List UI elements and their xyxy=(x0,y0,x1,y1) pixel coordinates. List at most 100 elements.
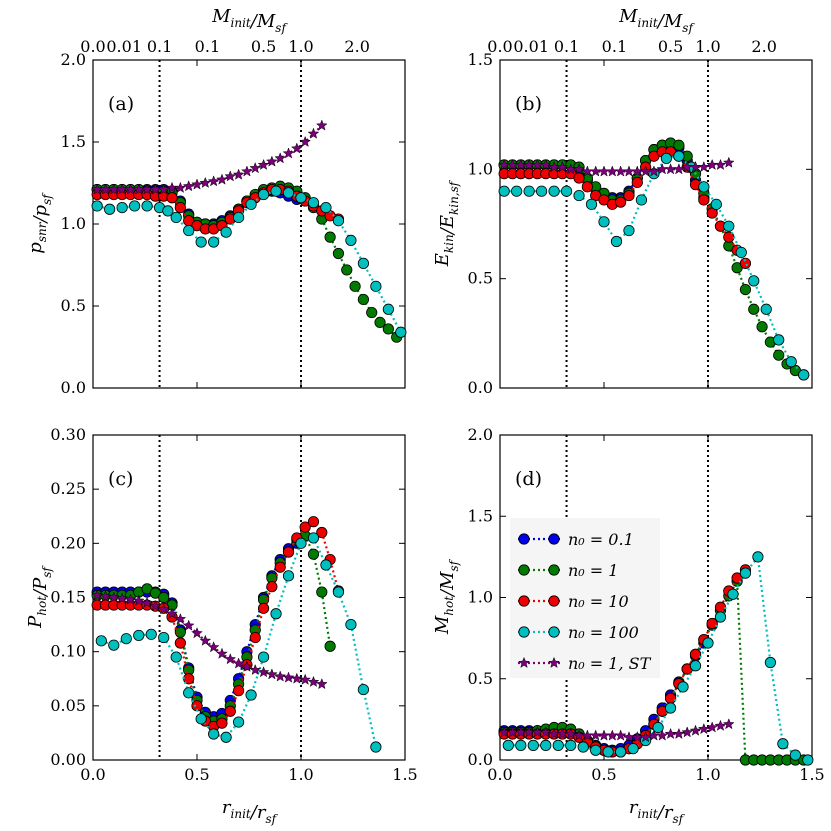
data-point xyxy=(208,729,218,739)
y-tick-label: 0.0 xyxy=(468,378,493,397)
top-axis-label: Minit/Msf xyxy=(211,6,288,35)
panel-c: 0.000.050.100.150.200.250.300.0 0.5 1.0 1.5… xyxy=(25,425,418,826)
data-point xyxy=(121,633,131,643)
figure-canvas: 0.00.51.01.52.00.0 0.01 0.1 0.1 0.5 1.0 2.0Min… xyxy=(0,0,831,831)
legend-label: n₀ = 1 xyxy=(568,561,618,580)
y-tick-label: 0.0 xyxy=(61,378,86,397)
panel-b: 0.00.51.01.50.0 0.01 0.1 0.1 0.5 1.0 2.0Minit/… xyxy=(432,6,812,397)
y-tick-label: 0.20 xyxy=(50,533,86,552)
data-point xyxy=(578,742,588,752)
data-point xyxy=(524,186,534,196)
legend-marker xyxy=(519,596,529,606)
data-point xyxy=(217,718,227,728)
top-tick-label: 0.1 xyxy=(147,37,172,56)
top-tick-label: 0.01 xyxy=(106,37,142,56)
plot-frame xyxy=(93,60,405,388)
data-point xyxy=(736,247,746,257)
legend-marker xyxy=(549,596,559,606)
data-point xyxy=(715,602,725,612)
y-tick-label: 1.5 xyxy=(468,506,493,525)
data-point xyxy=(267,581,277,591)
y-tick-label: 1.0 xyxy=(468,159,493,178)
top-axis-label: Minit/Msf xyxy=(618,6,695,35)
x-tick-label: 0.0 xyxy=(487,765,512,784)
data-point xyxy=(171,652,181,662)
data-point xyxy=(346,235,356,245)
data-point xyxy=(104,204,114,214)
data-point xyxy=(92,201,102,211)
data-point xyxy=(196,714,206,724)
data-point xyxy=(333,248,343,258)
x-axis-label: rinit/rsf xyxy=(629,797,686,826)
data-point xyxy=(786,357,796,367)
y-axis-label: Ekin/Ekin,sf xyxy=(432,179,461,267)
legend-label: n₀ = 100 xyxy=(568,623,639,642)
data-point xyxy=(703,638,713,648)
data-point xyxy=(511,186,521,196)
plot-frame xyxy=(500,60,812,388)
data-point xyxy=(383,324,393,334)
x-tick-label: 1.5 xyxy=(392,765,417,784)
data-point xyxy=(499,186,509,196)
data-point xyxy=(503,740,513,750)
panel-a: 0.00.51.01.52.00.0 0.01 0.1 0.1 0.5 1.0 2.0Min… xyxy=(25,6,406,397)
legend-marker xyxy=(549,534,559,544)
top-tick-label: 1.0 xyxy=(695,37,720,56)
panel-label: (a) xyxy=(108,93,134,115)
x-tick-label: 1.0 xyxy=(695,765,720,784)
x-tick-label: 1.0 xyxy=(288,765,313,784)
data-point xyxy=(790,750,800,760)
data-point xyxy=(171,212,181,222)
data-point xyxy=(258,189,268,199)
y-tick-label: 1.5 xyxy=(61,132,86,151)
data-point xyxy=(665,703,675,713)
data-point xyxy=(749,276,759,286)
data-point xyxy=(740,284,750,294)
data-point xyxy=(553,740,563,750)
data-point xyxy=(636,195,646,205)
data-point xyxy=(574,190,584,200)
data-point xyxy=(325,232,335,242)
data-point xyxy=(208,237,218,247)
data-point xyxy=(778,739,788,749)
data-point xyxy=(632,177,642,187)
data-point xyxy=(753,552,763,562)
data-point xyxy=(699,195,709,205)
data-point xyxy=(358,294,368,304)
data-point xyxy=(761,304,771,314)
data-point xyxy=(225,706,235,716)
top-tick-label: 0.1 xyxy=(602,37,627,56)
x-tick-label: 0.5 xyxy=(184,765,209,784)
data-point xyxy=(599,217,609,227)
data-point xyxy=(321,202,331,212)
x-tick-label: 1.5 xyxy=(799,765,824,784)
panel-label: (c) xyxy=(108,468,133,490)
x-tick-label: 0.5 xyxy=(591,765,616,784)
legend-marker xyxy=(519,627,529,637)
data-point xyxy=(221,732,231,742)
data-point xyxy=(774,350,784,360)
data-point xyxy=(129,201,139,211)
data-point xyxy=(690,649,700,659)
data-point xyxy=(246,199,256,209)
data-point xyxy=(765,657,775,667)
panel-d: 0.00.51.01.52.00.0 0.5 1.0 1.5rinit/rsfMhot… xyxy=(432,425,825,826)
data-point xyxy=(574,173,584,183)
y-tick-label: 0.15 xyxy=(50,588,86,607)
data-point xyxy=(134,630,144,640)
data-point xyxy=(711,199,721,209)
y-tick-label: 2.0 xyxy=(468,425,493,444)
legend-label: n₀ = 10 xyxy=(568,592,629,611)
data-point xyxy=(774,335,784,345)
data-point xyxy=(549,186,559,196)
data-point xyxy=(321,560,331,570)
data-point xyxy=(250,632,260,642)
data-point xyxy=(296,538,306,548)
data-point xyxy=(615,747,625,757)
data-point xyxy=(661,153,671,163)
data-point xyxy=(296,193,306,203)
data-point xyxy=(396,327,406,337)
y-axis-label: Phot/Psf xyxy=(25,565,54,629)
legend-marker xyxy=(549,627,559,637)
data-point xyxy=(308,516,318,526)
